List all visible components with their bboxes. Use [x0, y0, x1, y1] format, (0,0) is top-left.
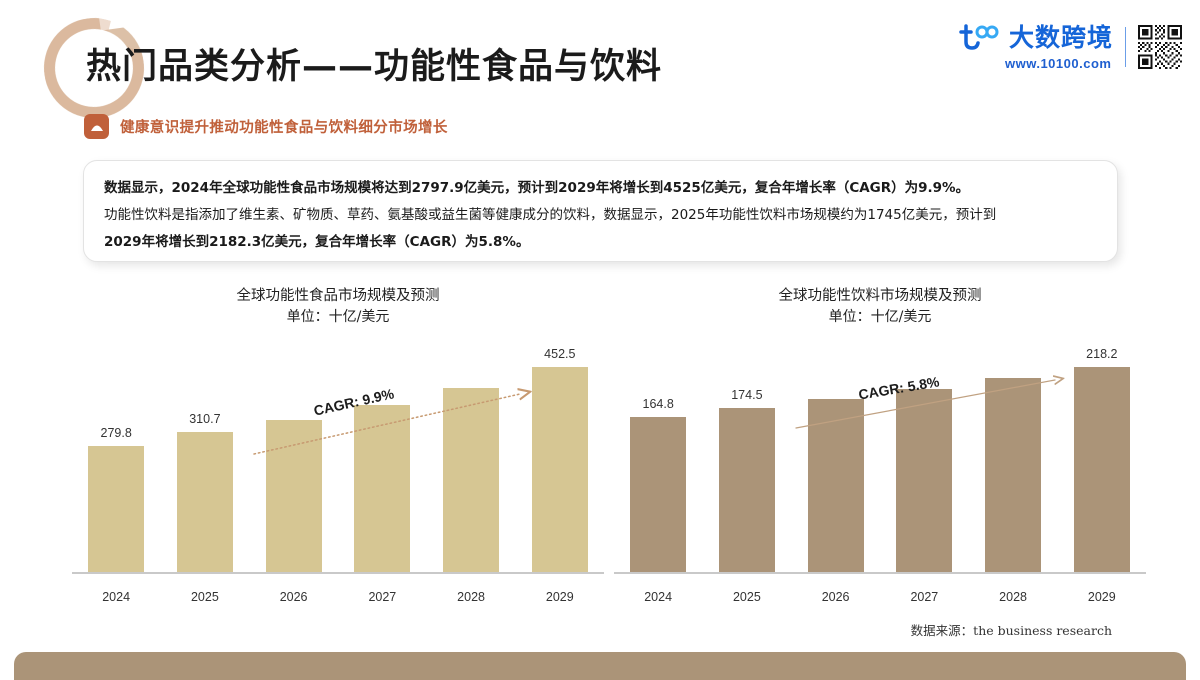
bar	[630, 416, 687, 572]
plot-area: 164.8 174.5 218.2 CAGR: 5.8% 2024 2025 2026 2…	[600, 336, 1160, 608]
bar-value-label: 164.8	[642, 396, 674, 411]
data-source-note: 数据来源：the business research	[910, 623, 1112, 638]
bar-slot: 452.5	[516, 346, 604, 572]
bar	[443, 387, 500, 572]
x-axis-tick-label: 2024	[102, 590, 131, 604]
section-header: 健康意识提升推动功能性食品与饮料细分市场增长	[84, 114, 448, 139]
bar-slot	[338, 346, 426, 572]
brand-divider	[1125, 26, 1126, 67]
footer-accent-bar	[14, 652, 1186, 680]
10100-logo-icon	[959, 24, 999, 50]
bar	[88, 445, 145, 572]
page-title: 热门品类分析——功能性食品与饮料	[86, 47, 663, 87]
bar	[1073, 366, 1130, 572]
x-axis-tick-label: 2025	[732, 590, 761, 604]
chart-subtitle: 单位：十亿/美元	[286, 309, 390, 325]
qr-code-icon	[1138, 24, 1182, 69]
bar-value-label: 279.8	[100, 425, 132, 440]
x-axis-tick-label: 2027	[368, 590, 397, 604]
x-axis-tick-label: 2026	[821, 590, 850, 604]
chart-title: 全球功能性饮料市场规模及预测	[778, 288, 982, 304]
section-label: 健康意识提升推动功能性食品与饮料细分市场增长	[120, 120, 448, 136]
brand-url: www.10100.com	[1004, 56, 1112, 71]
bar-group: 164.8 174.5 218.2	[614, 346, 1146, 572]
chart-functional-beverage: 全球功能性饮料市场规模及预测 单位：十亿/美元 164.8 174.5 218.2 …	[600, 286, 1160, 626]
chart-title: 全球功能性食品市场规模及预测	[236, 288, 440, 304]
x-axis-labels: 2024 2025 2026 2027 2028 2029	[614, 590, 1146, 604]
info-line-3: 2029年将增长到2182.3亿美元，复合年增长率（CAGR）为5.8%。	[104, 234, 530, 250]
x-axis-tick-label: 2029	[1087, 590, 1116, 604]
bar-slot: 279.8	[72, 346, 160, 572]
bar-slot: 218.2	[1058, 346, 1146, 572]
bar-slot	[969, 346, 1057, 572]
bar-value-label: 218.2	[1086, 346, 1118, 361]
triangle-glyph-icon	[90, 125, 103, 131]
triangle-badge-icon	[84, 114, 109, 139]
info-card: 数据显示，2024年全球功能性食品市场规模将达到2797.9亿美元，预计到202…	[83, 160, 1118, 262]
bar	[807, 398, 864, 572]
bar-group: 279.8 310.7 452.5	[72, 346, 604, 572]
x-axis-tick-label: 2024	[644, 590, 673, 604]
x-axis-line	[614, 572, 1146, 574]
bar-value-label: 174.5	[731, 387, 763, 402]
x-axis-tick-label: 2027	[910, 590, 939, 604]
chart-functional-food: 全球功能性食品市场规模及预测 单位：十亿/美元 279.8 310.7 452.5 …	[58, 286, 618, 626]
info-line-2: 功能性饮料是指添加了维生素、矿物质、草药、氨基酸或益生菌等健康成分的饮料，数据显…	[104, 207, 997, 223]
x-axis-tick-label: 2028	[999, 590, 1027, 604]
brand-name: 大数跨境	[1008, 22, 1113, 52]
bar	[896, 388, 953, 572]
x-axis-tick-label: 2026	[279, 590, 308, 604]
bar-slot: 310.7	[161, 346, 249, 572]
bar-slot: 164.8	[614, 346, 702, 572]
x-axis-tick-label: 2028	[457, 590, 485, 604]
bar-slot: 174.5	[703, 346, 791, 572]
brand-logo: 大数跨境 www.10100.com	[959, 22, 1182, 71]
bar	[354, 404, 411, 572]
bar	[176, 431, 233, 572]
brand-logo-text: 大数跨境 www.10100.com	[959, 22, 1113, 71]
x-axis-tick-label: 2029	[545, 590, 574, 604]
bar-value-label: 310.7	[189, 411, 221, 426]
bar-value-label: 452.5	[544, 347, 576, 362]
chart-subtitle: 单位：十亿/美元	[828, 309, 932, 325]
x-axis-tick-label: 2025	[190, 590, 219, 604]
bar	[531, 367, 588, 572]
x-axis-line	[72, 572, 604, 574]
bar-slot	[427, 346, 515, 572]
bar	[265, 419, 322, 572]
bar-slot	[791, 346, 879, 572]
bar-slot	[249, 346, 337, 572]
bar	[985, 378, 1042, 572]
plot-area: 279.8 310.7 452.5 CAGR: 9.9% 2024 2025 2026 2…	[58, 336, 618, 608]
bar	[718, 407, 775, 572]
info-line-1: 数据显示，2024年全球功能性食品市场规模将达到2797.9亿美元，预计到202…	[104, 180, 970, 196]
x-axis-labels: 2024 2025 2026 2027 2028 2029	[72, 590, 604, 604]
